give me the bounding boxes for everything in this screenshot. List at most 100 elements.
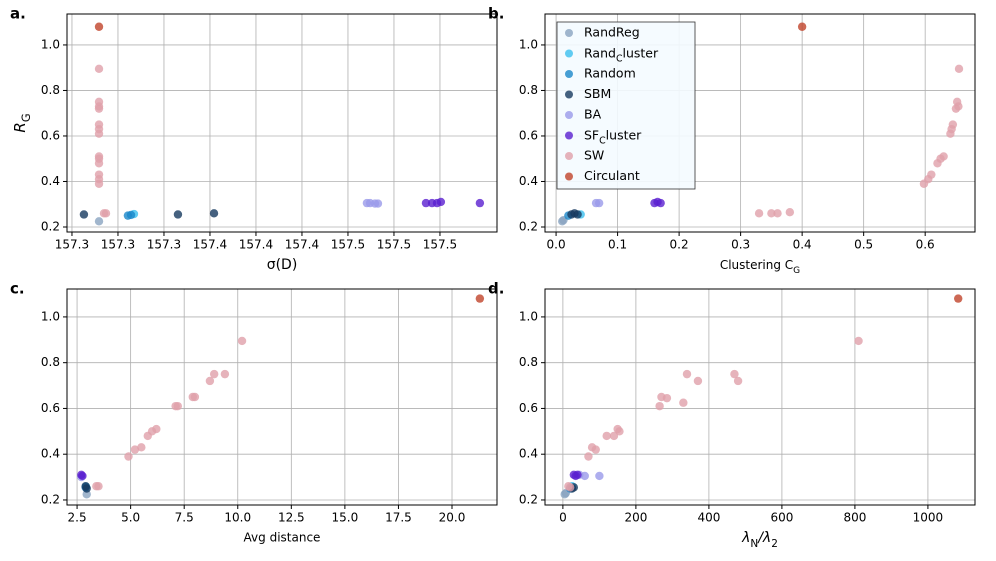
- x-tick-label: 12.5: [278, 511, 305, 525]
- point: [82, 484, 91, 493]
- x-tick-label: 0.3: [731, 238, 750, 252]
- y-tick-label: 0.2: [519, 492, 538, 506]
- y-tick-label: 0.8: [519, 355, 538, 369]
- point: [373, 199, 383, 208]
- point: [137, 443, 146, 452]
- x-tick-label: 7.5: [175, 511, 194, 525]
- point: [436, 197, 446, 207]
- plot-frame: [66, 13, 498, 233]
- point: [933, 159, 942, 168]
- x-axis-label: Avg distance: [244, 531, 321, 545]
- point: [609, 431, 619, 441]
- x-tick-label: 200: [624, 511, 647, 525]
- point: [126, 210, 136, 220]
- point: [797, 22, 807, 31]
- point: [602, 431, 611, 441]
- plot-frame: [544, 13, 976, 233]
- x-tick-label: 157.5: [377, 238, 411, 252]
- y-tick-label: 0.4: [41, 447, 60, 461]
- point: [94, 217, 104, 226]
- point: [94, 104, 104, 113]
- point: [237, 336, 247, 346]
- point: [124, 452, 133, 461]
- point: [730, 369, 739, 379]
- point: [188, 392, 197, 402]
- point: [679, 398, 688, 407]
- point: [767, 209, 776, 218]
- point: [78, 471, 87, 481]
- x-tick-label: 157.5: [331, 238, 365, 252]
- legend-label: RandCluster: [584, 45, 659, 65]
- point: [475, 198, 485, 208]
- point: [662, 393, 672, 403]
- x-tick-label: 800: [843, 511, 866, 525]
- legend-label: SFCluster: [584, 127, 642, 147]
- point: [94, 129, 104, 138]
- y-tick-label: 0.4: [519, 447, 538, 461]
- x-tick-label: 157.4: [193, 238, 227, 252]
- x-axis-label: σ(D): [267, 257, 298, 273]
- y-tick-label: 0.8: [41, 355, 60, 369]
- plot-frame: [66, 288, 498, 506]
- x-tick-label: 15.0: [332, 511, 359, 525]
- point: [94, 64, 104, 74]
- x-tick-label: 17.5: [385, 511, 412, 525]
- point: [693, 376, 703, 386]
- point: [143, 431, 152, 441]
- point: [209, 369, 219, 379]
- point: [655, 401, 664, 411]
- point: [682, 369, 692, 379]
- x-tick-label: 1000: [913, 511, 944, 525]
- point: [94, 179, 104, 188]
- point: [79, 210, 89, 219]
- point: [595, 471, 604, 481]
- y-tick-label: 0.2: [41, 219, 60, 233]
- legend-label: Random: [584, 66, 636, 81]
- y-tick-label: 0.6: [519, 128, 538, 142]
- x-tick-label: 0.1: [608, 238, 627, 252]
- y-tick-label: 0.2: [41, 492, 60, 506]
- x-tick-label: 0.6: [916, 238, 935, 252]
- point: [209, 209, 219, 218]
- point: [954, 64, 964, 74]
- x-tick-label: 10.0: [224, 511, 251, 525]
- x-axis-label: Clustering CG: [720, 258, 800, 276]
- point: [205, 376, 215, 386]
- panel-label: c.: [10, 280, 25, 298]
- legend-label: SBM: [584, 86, 611, 101]
- point: [594, 198, 604, 208]
- point: [94, 159, 104, 168]
- point: [854, 336, 863, 346]
- x-tick-label: 157.3: [55, 238, 89, 252]
- x-tick-label: 157.3: [101, 238, 135, 252]
- point: [951, 104, 961, 113]
- point: [785, 208, 795, 217]
- legend-marker: [565, 90, 573, 99]
- point: [101, 209, 111, 218]
- legend-box: [556, 21, 696, 190]
- y-tick-label: 0.4: [519, 174, 538, 188]
- y-tick-label: 0.8: [41, 83, 60, 97]
- point: [773, 209, 782, 218]
- point: [919, 179, 929, 188]
- point: [475, 294, 485, 303]
- point: [584, 452, 593, 461]
- x-tick-label: 0: [559, 511, 567, 525]
- point: [733, 376, 743, 386]
- x-tick-label: 600: [770, 511, 793, 525]
- x-tick-label: 0.5: [854, 238, 873, 252]
- point: [754, 209, 764, 218]
- point: [571, 471, 580, 481]
- x-tick-label: 20.0: [439, 511, 466, 525]
- point: [220, 369, 230, 379]
- y-axis-label: RG: [11, 113, 33, 132]
- point: [591, 445, 600, 454]
- y-tick-label: 0.6: [41, 128, 60, 142]
- y-tick-label: 1.0: [519, 37, 538, 51]
- x-tick-label: 157.4: [285, 238, 319, 252]
- legend-label: SW: [584, 148, 604, 163]
- x-tick-label: 157.5: [423, 238, 457, 252]
- legend-label: BA: [584, 107, 602, 122]
- x-tick-label: 0.0: [547, 238, 566, 252]
